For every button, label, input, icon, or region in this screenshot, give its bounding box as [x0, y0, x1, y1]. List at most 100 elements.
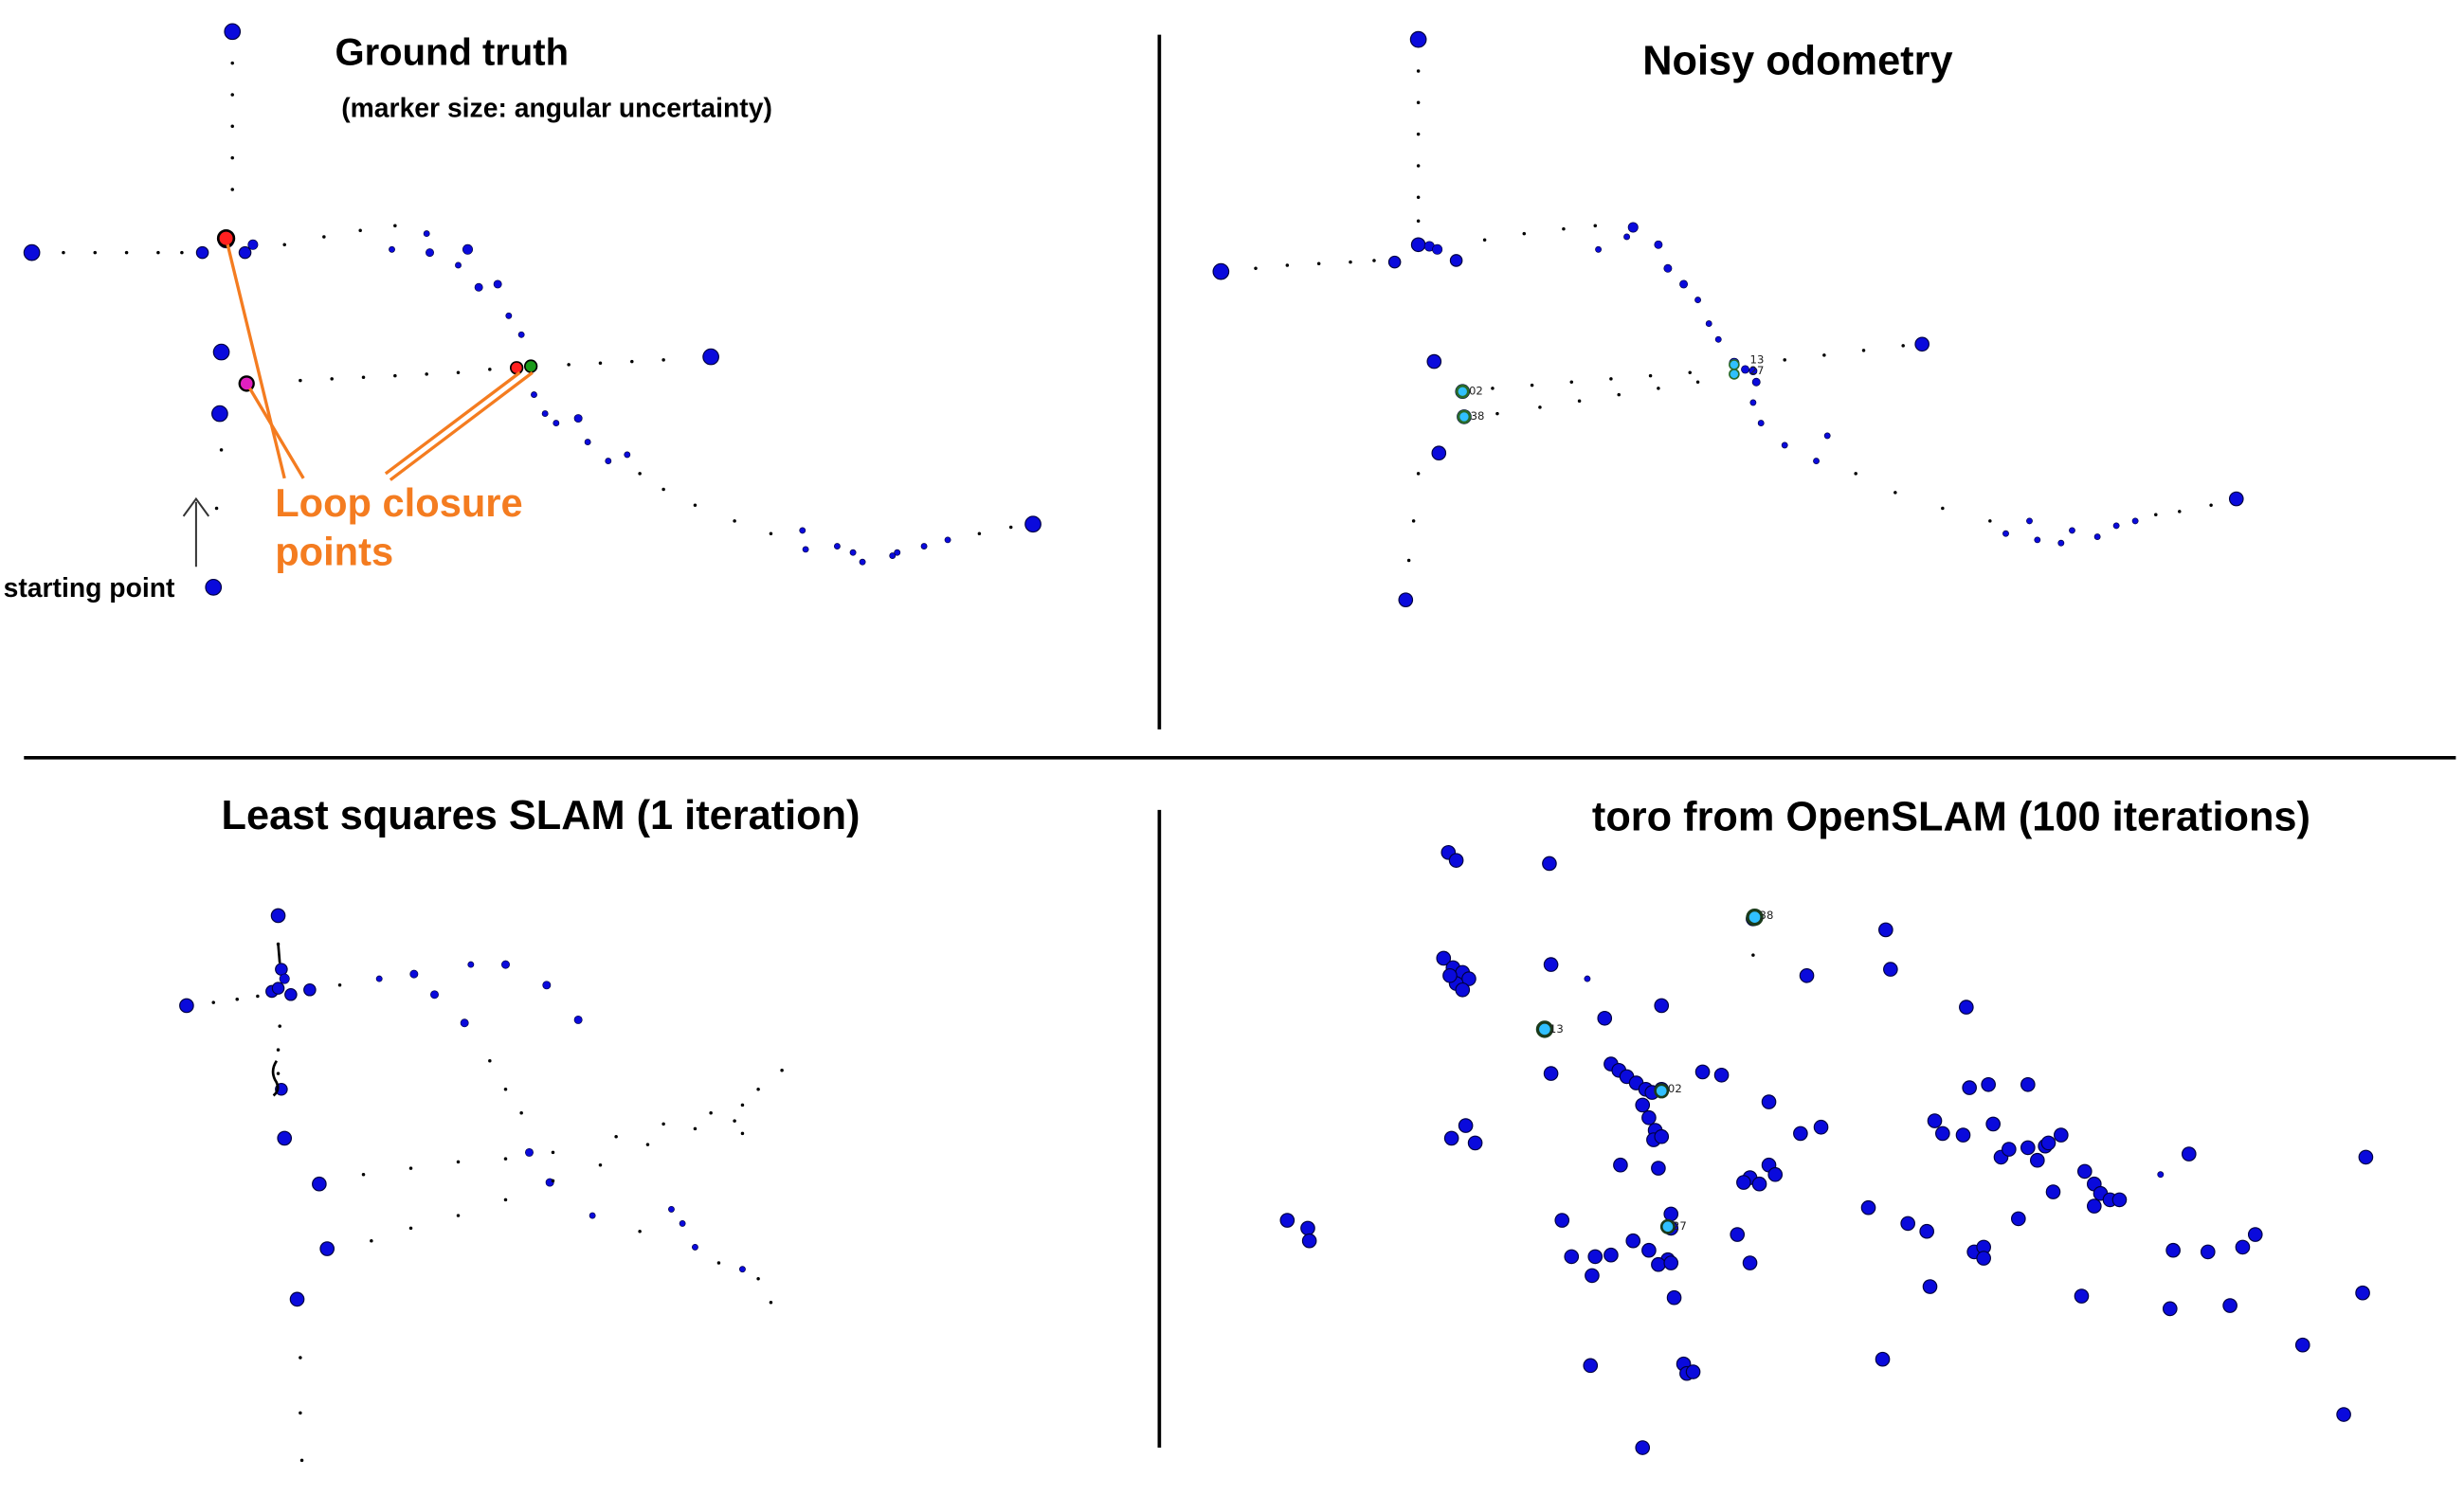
loop-closure-node-2 [238, 375, 255, 392]
pose-node [1543, 1066, 1559, 1081]
pose-node [1893, 491, 1897, 495]
pose-node [409, 969, 419, 979]
pose-node [1901, 344, 1905, 348]
ground-truth-nodes [23, 23, 1042, 596]
pose-node [505, 312, 513, 319]
pose-node [1426, 353, 1442, 369]
pose-node [1398, 592, 1414, 608]
pose-node [1316, 261, 1321, 266]
pose-node [661, 487, 665, 492]
pose-node [2034, 536, 2041, 544]
pose-node [1736, 1175, 1751, 1190]
pose-node [1593, 224, 1598, 228]
pose-node [833, 543, 841, 549]
pose-node [1654, 1128, 1670, 1144]
pose-node [1751, 377, 1761, 387]
pose-node [2209, 503, 2213, 507]
pose-node [531, 391, 537, 399]
pose-node [2178, 510, 2182, 513]
pose-node [977, 531, 982, 535]
pose-node [299, 1356, 302, 1360]
pose-node [1543, 957, 1559, 972]
pose-node [423, 230, 430, 238]
pose-node [1705, 320, 1712, 328]
pose-node [299, 1411, 302, 1415]
pose-node [589, 1212, 596, 1219]
pose-node [1285, 263, 1290, 267]
pose-node [1416, 100, 1421, 105]
pose-node [370, 1238, 373, 1243]
pose-node [1767, 1166, 1784, 1182]
pose-node [1024, 515, 1042, 533]
pose-node [303, 982, 317, 997]
odometry-loop-node-4 [1729, 369, 1740, 380]
pose-node [1635, 1097, 1651, 1113]
pose-node [1542, 856, 1557, 872]
pose-node [62, 250, 65, 255]
pose-node [1651, 1256, 1666, 1272]
pose-node [2002, 1142, 2017, 1157]
pose-node [1663, 263, 1673, 273]
pose-node [920, 543, 928, 549]
pose-node [393, 224, 397, 228]
pose-node [256, 994, 260, 999]
pose-node [1008, 525, 1013, 530]
pose-node [2154, 513, 2158, 516]
pose-node [276, 1048, 281, 1052]
pose-node [693, 503, 698, 507]
pose-node [1583, 1358, 1599, 1374]
pose-node [1799, 967, 1815, 983]
pose-node [1625, 1233, 1641, 1249]
toro-loop-node-3 [1654, 1083, 1670, 1099]
pose-node [1603, 1247, 1619, 1263]
pose-node [211, 1000, 215, 1004]
panel-ground-truth: Ground truth (marker size: angular uncer… [4, 23, 1042, 603]
pose-node [214, 506, 219, 511]
pose-node [488, 368, 492, 371]
panel-subtitle-ground-truth: (marker size: angular uncertainty) [341, 93, 772, 123]
pose-node [614, 1134, 618, 1139]
pose-node [517, 331, 525, 338]
starting-point-label: starting point [4, 573, 175, 603]
pose-node [156, 250, 160, 255]
loop-pointer-line-1 [226, 243, 286, 479]
pose-node [709, 1111, 713, 1115]
pose-node [551, 1179, 555, 1183]
pose-node [271, 982, 285, 995]
pose-node [1861, 349, 1866, 352]
pose-node [1860, 1199, 1876, 1216]
pose-node [1959, 1000, 1974, 1015]
pose-node [2165, 1242, 2181, 1258]
pose-node [2030, 1152, 2045, 1168]
pose-node [2336, 1407, 2351, 1422]
pose-node [2228, 491, 2244, 507]
toro-nodes [1279, 844, 2374, 1455]
pose-node [1654, 998, 1670, 1014]
pose-node [1254, 266, 1258, 271]
pose-node [1878, 922, 1893, 938]
pose-node [1641, 1242, 1657, 1258]
pose-node [230, 155, 234, 160]
pose-node [2235, 1239, 2251, 1255]
pose-node [2057, 539, 2065, 547]
pose-node [408, 1226, 413, 1231]
pose-node [299, 378, 302, 383]
pose-node [889, 552, 897, 559]
pose-node [1751, 1176, 1767, 1192]
pose-node [1900, 1216, 1915, 1232]
loop-closure-node-3 [509, 361, 524, 375]
pose-node [1431, 445, 1447, 461]
pose-node [2011, 1211, 2026, 1227]
pose-node [2200, 1244, 2216, 1260]
pose-node [275, 963, 288, 976]
pose-node [408, 1166, 413, 1170]
pose-node [180, 250, 184, 255]
pose-node [1584, 975, 1591, 982]
pose-node [1713, 1067, 1730, 1083]
pose-node [393, 373, 397, 378]
pose-node [1741, 365, 1750, 374]
pose-node [1941, 506, 1945, 511]
pose-node [93, 250, 98, 255]
pose-node [1666, 1289, 1682, 1306]
pose-node [2181, 1146, 2197, 1162]
